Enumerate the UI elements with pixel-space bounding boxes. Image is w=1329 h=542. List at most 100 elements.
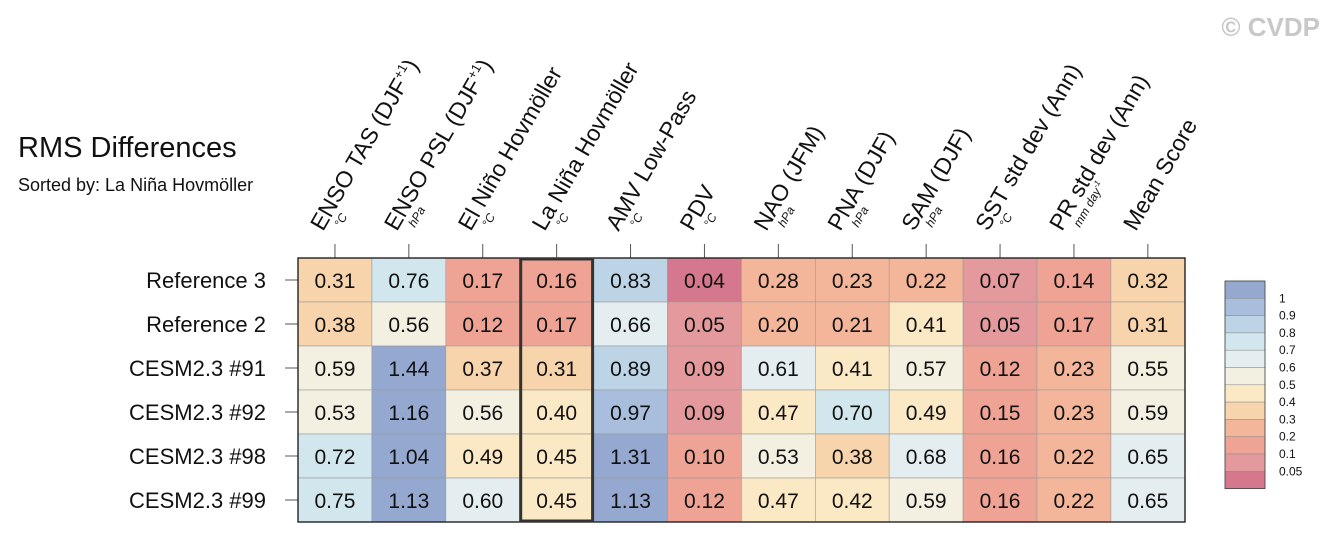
cell-value-label: 0.83	[610, 270, 651, 293]
cell-value-label: 0.22	[1054, 490, 1095, 513]
cell-value-label: 0.49	[906, 402, 947, 425]
cell-value-label: 0.59	[1127, 402, 1168, 425]
cell-value-label: 0.31	[1127, 314, 1168, 337]
cell-value-label: 1.44	[388, 358, 429, 381]
heatmap-cell	[741, 301, 816, 347]
colorbar-swatch	[1224, 471, 1266, 489]
heatmap-cell	[371, 301, 447, 347]
cell-value-label: 0.56	[462, 402, 503, 425]
heatmap-cell	[667, 345, 742, 391]
heatmap-cell	[962, 433, 1038, 479]
cell-value-label: 0.12	[684, 490, 725, 513]
cell-value-label: 0.17	[1054, 314, 1095, 337]
heatmap-cell	[1110, 345, 1186, 391]
heatmap-cells: 0.31 0.76 0.17 0.16 0.83 0.04 0.28 0.23 0.22 0.07…	[297, 257, 1186, 523]
heatmap-cell	[962, 257, 1038, 303]
heatmap-cell	[593, 345, 668, 391]
colorbar-swatch	[1224, 367, 1266, 386]
cell-value-label: 0.17	[536, 314, 577, 337]
heatmap-cell	[1036, 389, 1112, 435]
heatmap-cell	[1036, 301, 1112, 347]
heatmap-cell	[297, 477, 373, 523]
cell-value-label: 0.68	[906, 446, 947, 469]
cell-value-label: 1.13	[610, 490, 651, 513]
heatmap-border	[297, 257, 1186, 523]
colorbar-tick-label: 0.9	[1279, 309, 1296, 323]
heatmap-cell	[1036, 257, 1112, 303]
cell-value-label: 0.16	[980, 446, 1021, 469]
heatmap-cell	[371, 477, 447, 523]
cell-value-label: 0.04	[684, 270, 725, 293]
heatmap-cell	[814, 433, 890, 479]
cell-value-label: 1.04	[388, 446, 429, 469]
heatmap-cell	[445, 257, 520, 303]
cell-value-label: 0.21	[832, 314, 873, 337]
column-unit: °C	[331, 211, 350, 230]
heatmap-cell	[667, 433, 742, 479]
colorbar-tick-label: 0.05	[1279, 464, 1303, 478]
heatmap-cell	[888, 257, 964, 303]
cell-value-label: 0.32	[1127, 270, 1168, 293]
cell-value-label: 0.72	[315, 446, 356, 469]
row-label: CESM2.3 #91	[129, 356, 266, 381]
cell-value-label: 0.59	[906, 490, 947, 513]
cell-value-label: 0.56	[388, 314, 429, 337]
cell-value-label: 0.20	[758, 314, 799, 337]
heatmap-cell	[814, 477, 890, 523]
cell-value-label: 0.28	[758, 270, 799, 293]
heatmap-cell	[593, 477, 668, 523]
colorbar-tick-label: 0.2	[1279, 430, 1296, 444]
heatmap-cell	[445, 301, 520, 347]
cell-value-label: 0.65	[1127, 490, 1168, 513]
heatmap-cell	[593, 389, 668, 435]
heatmap-cell	[1110, 477, 1186, 523]
heatmap-cell	[741, 433, 816, 479]
cell-value-label: 0.42	[832, 490, 873, 513]
cell-value-label: 0.10	[684, 446, 725, 469]
colorbar-tick-label: 0.8	[1279, 326, 1296, 340]
cell-value-label: 0.55	[1127, 358, 1168, 381]
heatmap-cell	[1036, 433, 1112, 479]
cell-value-label: 0.59	[315, 358, 356, 381]
colorbar-tick-label: 0.1	[1279, 447, 1296, 461]
cell-value-label: 0.22	[1054, 446, 1095, 469]
colorbar-tick-label: 0.5	[1279, 378, 1296, 392]
cell-value-label: 0.45	[536, 490, 577, 513]
heatmap-cell	[741, 345, 816, 391]
heatmap-cell	[371, 257, 447, 303]
heatmap-cell	[667, 389, 742, 435]
colorbar-swatch	[1224, 332, 1266, 351]
heatmap-cell	[667, 477, 742, 523]
cell-value-label: 0.09	[684, 402, 725, 425]
column-unit: °C	[627, 211, 646, 230]
row-label: CESM2.3 #92	[129, 400, 266, 425]
cell-value-label: 0.97	[610, 402, 651, 425]
heatmap-cell	[741, 477, 816, 523]
cell-value-label: 1.31	[610, 446, 651, 469]
cell-value-label: 0.23	[1054, 402, 1095, 425]
heatmap-cell	[814, 345, 890, 391]
column-unit: °C	[997, 211, 1016, 230]
cell-value-label: 0.40	[536, 402, 577, 425]
colorbar-swatch	[1224, 436, 1266, 455]
watermark-text: © CVDP	[1221, 12, 1320, 42]
colorbar-tick-label: 0.6	[1279, 361, 1296, 375]
heatmap-cell	[962, 345, 1038, 391]
cell-value-label: 0.70	[832, 402, 873, 425]
heatmap-cell	[593, 301, 668, 347]
cell-value-label: 0.23	[832, 270, 873, 293]
cell-value-label: 0.65	[1127, 446, 1168, 469]
row-label: Reference 2	[146, 312, 266, 337]
column-unit: °C	[553, 211, 572, 230]
cell-value-label: 0.66	[610, 314, 651, 337]
heatmap-cell	[519, 433, 594, 479]
cell-value-label: 0.31	[536, 358, 577, 381]
cell-value-label: 0.37	[462, 358, 503, 381]
heatmap-cell	[814, 257, 890, 303]
colorbar-swatch	[1224, 419, 1266, 437]
column-header: Mean Score	[1118, 114, 1203, 234]
cell-value-label: 0.38	[315, 314, 356, 337]
cell-value-label: 0.05	[684, 314, 725, 337]
heatmap-cell	[593, 257, 668, 303]
